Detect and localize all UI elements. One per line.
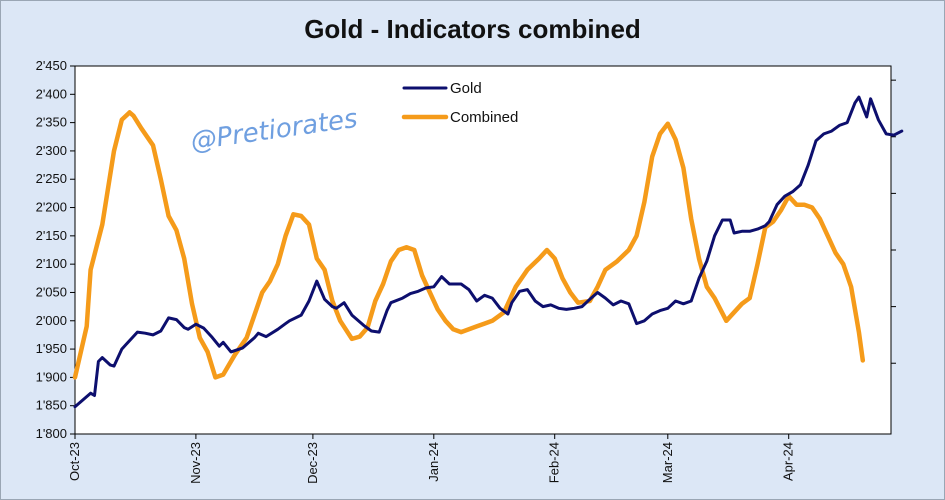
y-tick-label: 2'250 xyxy=(36,171,67,186)
series-line-combined xyxy=(72,110,866,380)
x-axis: Oct-23 Nov-23 Dec-23 Jan-24 Feb-24 Mar-24 Apr-… xyxy=(67,434,796,484)
y-tick-label: 1'800 xyxy=(36,426,67,441)
x-tick-label: Feb-24 xyxy=(547,442,562,483)
y-tick-label: 2'450 xyxy=(36,58,67,73)
legend-label: Gold xyxy=(450,80,482,97)
series-layer xyxy=(72,95,904,409)
x-tick-label: Jan-24 xyxy=(426,442,441,482)
y-tick-label: 2'200 xyxy=(36,200,67,215)
y-tick-label: 2'400 xyxy=(36,86,67,101)
legend-label: Combined xyxy=(450,109,518,126)
x-tick-label: Apr-24 xyxy=(781,442,796,481)
y-tick-label: 1'950 xyxy=(36,341,67,356)
plot-area xyxy=(74,65,892,435)
series-line-gold xyxy=(73,95,904,409)
y-tick-label: 1'850 xyxy=(36,398,67,413)
legend: Gold Combined xyxy=(401,80,518,126)
y-tick-label: 2'350 xyxy=(36,115,67,130)
y-tick-label: 2'300 xyxy=(36,143,67,158)
x-tick-label: Dec-23 xyxy=(305,442,320,484)
y-axis: 1'800 1'850 1'900 1'950 2'000 2'050 2'100 2'150… xyxy=(36,58,75,441)
y-tick-label: 1'900 xyxy=(36,369,67,384)
y-tick-label: 2'000 xyxy=(36,313,67,328)
right-axis xyxy=(891,79,896,364)
x-tick-label: Mar-24 xyxy=(660,442,675,483)
y-tick-label: 2'100 xyxy=(36,256,67,271)
y-tick-label: 2'050 xyxy=(36,284,67,299)
chart-title: Gold - Indicators combined xyxy=(304,14,641,44)
x-tick-label: Oct-23 xyxy=(67,442,82,481)
y-tick-label: 2'150 xyxy=(36,228,67,243)
x-tick-label: Nov-23 xyxy=(188,442,203,484)
